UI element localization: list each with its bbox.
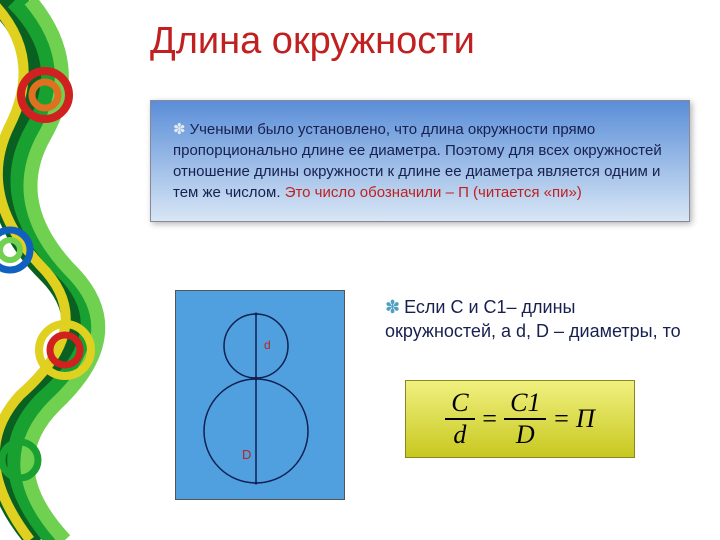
page-title: Длина окружности [150,20,475,63]
svg-text:D: D [242,447,251,462]
pi-symbol: П [576,404,595,434]
formula: C d = C1 D = П [445,390,595,448]
fraction-2: C1 D [504,390,546,448]
circles-diagram: d D [175,290,345,500]
info-text: ✽Учеными было установлено, что длина окр… [173,119,667,203]
footnote-body: Если С и С1– длины окружностей, а d, D –… [385,297,681,341]
star-icon: ✽ [385,297,400,317]
footnote-text: ✽Если С и С1– длины окружностей, а d, D … [385,295,685,344]
info-highlight: Это число обозначили – П (читается «пи») [285,184,582,201]
bullet-icon: ✽ [173,121,186,138]
info-box: ✽Учеными было установлено, что длина окр… [150,100,690,222]
formula-box: C d = C1 D = П [405,380,635,458]
fraction-1: C d [445,390,474,448]
equals-1: = [481,404,499,434]
svg-text:d: d [264,338,271,352]
equals-2: = [552,404,570,434]
decorative-swirl [0,0,120,540]
